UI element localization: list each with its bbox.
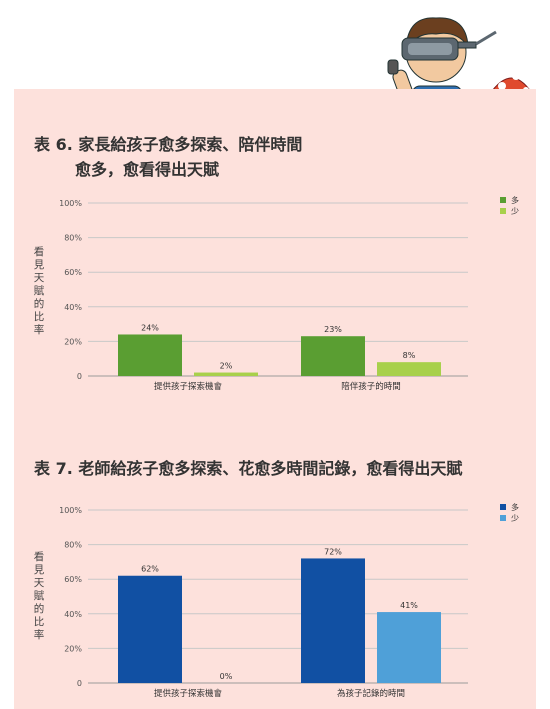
- chart6-data-label: 24%: [141, 323, 159, 332]
- chart7-bar: [301, 558, 365, 683]
- chart6-bar: [194, 372, 258, 376]
- chart6-data-label: 8%: [403, 351, 416, 360]
- chart6-legend-label: 多: [511, 195, 519, 205]
- chart7-ytick-label: 80%: [64, 541, 82, 550]
- chart7-legend-swatch: [500, 504, 506, 510]
- chart6-bar: [377, 362, 441, 376]
- chart6-category-label: 陪伴孩子的時間: [341, 381, 401, 392]
- chart7-ytick-label: 0: [77, 679, 82, 688]
- chart6-data-label: 23%: [324, 325, 342, 334]
- chart7-category-label: 提供孩子探索機會: [154, 688, 223, 699]
- chart6-ytick-label: 60%: [64, 268, 82, 277]
- chart6-category-label: 提供孩子探索機會: [154, 381, 223, 392]
- chart6-legend-swatch: [500, 197, 506, 203]
- chart7-ytick-label: 40%: [64, 610, 82, 619]
- chart7-bar: [377, 612, 441, 683]
- chart6-data-label: 2%: [220, 362, 233, 371]
- chart7-data-label: 0%: [220, 672, 233, 681]
- chart7-ylabel: 看見天賦的比率: [33, 551, 45, 641]
- chart6-ytick-label: 100%: [59, 199, 82, 208]
- chart6-bar: [118, 334, 182, 376]
- chart7-ytick-label: 100%: [59, 506, 82, 515]
- chart6-ytick-label: 40%: [64, 303, 82, 312]
- chart6-ytick-label: 20%: [64, 337, 82, 346]
- chart7-title: 表 7. 老師給孩子愈多探索、花愈多時間記錄，愈看得出天賦: [34, 459, 463, 478]
- chart7-bar: [118, 575, 182, 683]
- chart6-title-line2: 愈多，愈看得出天賦: [75, 160, 220, 179]
- chart7-ytick-label: 60%: [64, 575, 82, 584]
- chart7-legend-swatch: [500, 515, 506, 521]
- chart7-data-label: 62%: [141, 565, 159, 574]
- chart7-data-label: 41%: [400, 601, 418, 610]
- chart6-ytick-label: 0: [77, 372, 82, 381]
- chart7-category-label: 為孩子記錄的時間: [337, 688, 405, 699]
- chart7-legend-label: 多: [511, 502, 519, 512]
- chart7-ytick-label: 20%: [64, 644, 82, 653]
- chart7-data-label: 72%: [324, 547, 342, 556]
- report-panel: [14, 89, 536, 709]
- chart6-bar: [301, 336, 365, 376]
- chart7-legend-label: 少: [511, 514, 519, 523]
- chart6-title-line1: 表 6. 家長給孩子愈多探索、陪伴時間: [34, 135, 303, 154]
- chart6-ytick-label: 80%: [64, 234, 82, 243]
- chart6-legend-label: 少: [511, 207, 519, 216]
- chart6-legend-swatch: [500, 208, 506, 214]
- chart6-ylabel: 看見天賦的比率: [33, 246, 45, 336]
